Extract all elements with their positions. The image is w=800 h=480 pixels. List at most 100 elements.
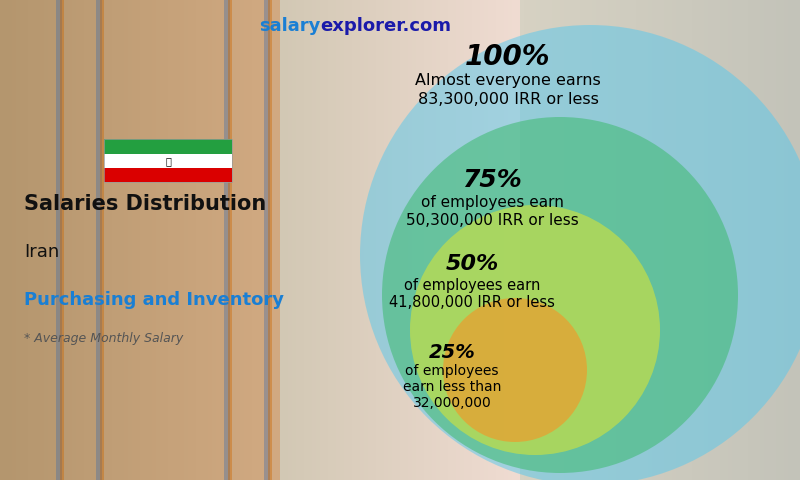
Bar (208, 0, 213, 480)
Bar (56, 0, 61, 480)
Bar (40, 0, 45, 480)
Bar (176, 0, 181, 480)
Text: 83,300,000 IRR or less: 83,300,000 IRR or less (418, 92, 598, 107)
Bar (708, 0, 713, 480)
Bar (788, 0, 793, 480)
Bar (268, 0, 272, 480)
Bar (672, 0, 677, 480)
Text: 50,300,000 IRR or less: 50,300,000 IRR or less (406, 213, 578, 228)
Bar (104, 139, 232, 154)
Bar (96, 0, 101, 480)
Bar (616, 0, 621, 480)
Bar (172, 0, 177, 480)
Bar (348, 0, 353, 480)
Text: Salaries Distribution: Salaries Distribution (24, 194, 266, 214)
Bar (372, 0, 377, 480)
Bar (724, 0, 729, 480)
Bar (692, 0, 697, 480)
Bar (636, 0, 641, 480)
Bar (428, 0, 433, 480)
Bar (104, 139, 232, 182)
Bar (52, 0, 57, 480)
Bar (748, 0, 753, 480)
Bar (4, 0, 9, 480)
Bar (576, 0, 581, 480)
Bar (404, 0, 409, 480)
Bar (112, 0, 117, 480)
Bar (456, 0, 461, 480)
Bar (60, 0, 64, 480)
Bar (552, 0, 557, 480)
Bar (368, 0, 373, 480)
Bar (164, 0, 169, 480)
Bar (316, 0, 321, 480)
Bar (252, 0, 257, 480)
Bar (292, 0, 297, 480)
Bar (20, 0, 25, 480)
Bar (712, 0, 717, 480)
Bar (660, 0, 665, 480)
Bar (80, 0, 85, 480)
Bar (540, 0, 545, 480)
Text: of employees earn: of employees earn (404, 278, 540, 293)
Bar (776, 0, 781, 480)
Bar (696, 0, 701, 480)
Text: 32,000,000: 32,000,000 (413, 396, 491, 410)
Bar (56, 0, 62, 480)
Bar (492, 0, 497, 480)
Bar (592, 0, 597, 480)
Bar (760, 0, 765, 480)
Text: explorer.com: explorer.com (320, 17, 451, 35)
Bar (320, 0, 325, 480)
Bar (432, 0, 437, 480)
Bar (116, 0, 121, 480)
Bar (216, 0, 221, 480)
Bar (424, 0, 429, 480)
Bar (580, 0, 585, 480)
Text: 41,800,000 IRR or less: 41,800,000 IRR or less (389, 295, 555, 310)
Bar (640, 0, 645, 480)
Bar (584, 0, 589, 480)
Text: Almost everyone earns: Almost everyone earns (415, 73, 601, 88)
Bar (228, 0, 233, 480)
Bar (396, 0, 401, 480)
Bar (668, 0, 673, 480)
Bar (500, 0, 505, 480)
Bar (752, 0, 757, 480)
Bar (360, 0, 365, 480)
Bar (400, 0, 405, 480)
Text: of employees earn: of employees earn (421, 195, 563, 210)
Bar (476, 0, 481, 480)
Text: of employees: of employees (406, 364, 498, 378)
Bar (528, 0, 533, 480)
Bar (264, 0, 270, 480)
Bar (380, 0, 385, 480)
Bar (444, 0, 449, 480)
Bar (772, 0, 777, 480)
Bar (0, 0, 5, 480)
Bar (220, 0, 225, 480)
Bar (260, 0, 265, 480)
Bar (624, 0, 629, 480)
Bar (632, 0, 637, 480)
Bar (664, 0, 669, 480)
Bar (784, 0, 789, 480)
Bar (212, 0, 217, 480)
Bar (452, 0, 457, 480)
Bar (420, 0, 425, 480)
Bar (480, 0, 485, 480)
Bar (508, 0, 513, 480)
Bar (412, 0, 417, 480)
Text: 100%: 100% (466, 43, 550, 71)
Bar (48, 0, 53, 480)
Bar (484, 0, 489, 480)
Bar (620, 0, 625, 480)
Bar (408, 0, 413, 480)
Bar (148, 0, 153, 480)
Bar (544, 0, 549, 480)
Bar (288, 0, 293, 480)
Ellipse shape (360, 25, 800, 480)
Bar (532, 0, 537, 480)
Bar (740, 0, 745, 480)
Bar (284, 0, 289, 480)
